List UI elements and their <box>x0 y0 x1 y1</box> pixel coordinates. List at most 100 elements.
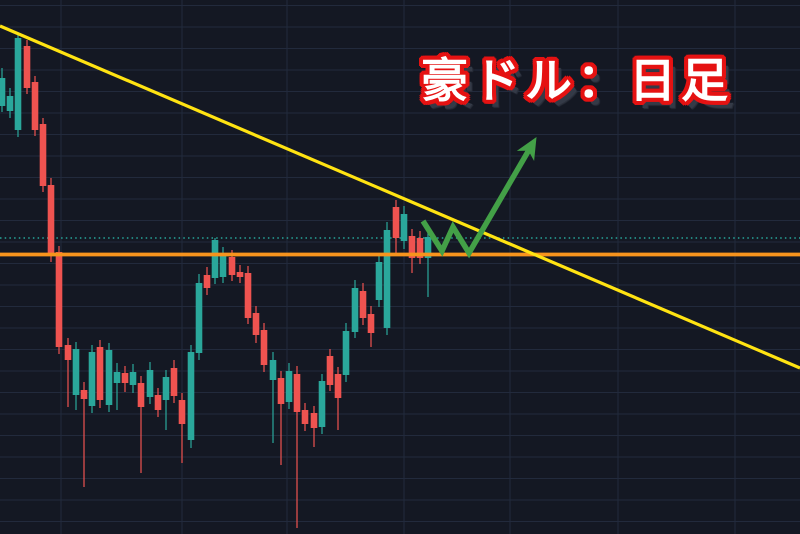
candle <box>318 374 326 434</box>
candle <box>154 388 162 417</box>
candle-body <box>154 395 162 410</box>
candle <box>195 274 203 360</box>
candle <box>129 364 137 393</box>
candle-body <box>187 352 195 440</box>
candle <box>236 265 244 283</box>
candle <box>342 323 350 382</box>
candle-body <box>14 38 22 130</box>
candle <box>301 403 309 431</box>
candle-body <box>326 356 334 385</box>
candle-body <box>121 373 129 383</box>
candle-body <box>80 390 88 399</box>
candle-body <box>269 360 277 380</box>
candle <box>383 222 391 335</box>
candle <box>72 342 80 410</box>
candle <box>400 206 408 249</box>
candle-body <box>408 236 416 258</box>
candle-body <box>260 330 268 365</box>
candle <box>219 247 227 283</box>
candle <box>277 371 285 465</box>
candle <box>23 40 31 94</box>
candle-body <box>6 96 14 111</box>
candle-body <box>0 78 6 106</box>
candle-body <box>146 370 154 397</box>
candle-body <box>367 314 375 333</box>
annotation-lines-layer <box>0 24 800 370</box>
candle-body <box>301 410 309 424</box>
candle <box>121 366 129 392</box>
candle-body <box>162 377 170 400</box>
candle <box>96 340 104 408</box>
candle-body <box>219 255 227 277</box>
candle <box>351 280 359 338</box>
candle-body <box>96 347 104 400</box>
candle <box>252 306 260 343</box>
candle-body <box>72 349 80 395</box>
candle-body <box>39 124 47 186</box>
chart-title: 豪ドル：日足 <box>420 53 733 108</box>
candle-body <box>137 383 145 407</box>
candle-body <box>342 331 350 375</box>
candle-body <box>129 372 137 385</box>
candle <box>88 345 96 413</box>
candle-body <box>424 237 432 258</box>
candle-body <box>277 378 285 404</box>
candles-layer <box>0 33 432 528</box>
candle-body <box>64 345 72 360</box>
candle <box>203 267 211 295</box>
candle <box>285 363 293 409</box>
candle-body <box>211 240 219 278</box>
candle <box>137 376 145 473</box>
candle <box>269 352 277 443</box>
candle <box>105 343 113 412</box>
candle-body <box>88 352 96 406</box>
candle <box>31 76 39 136</box>
candle-body <box>203 275 211 288</box>
candle <box>326 349 334 391</box>
candle-body <box>113 372 121 383</box>
candle-body <box>383 230 391 328</box>
candle-body <box>236 272 244 277</box>
candle <box>359 283 367 325</box>
candle-body <box>334 374 342 398</box>
candle <box>334 367 342 430</box>
candle <box>310 406 318 447</box>
candle-body <box>252 313 260 335</box>
candle-body <box>170 368 178 396</box>
candle-body <box>23 46 31 88</box>
candle-body <box>400 214 408 241</box>
candle-body <box>105 350 113 405</box>
candle-body <box>244 273 252 318</box>
candle <box>178 393 186 463</box>
candle <box>260 323 268 372</box>
candle <box>80 382 88 487</box>
candle <box>64 338 72 407</box>
candle <box>39 118 47 192</box>
candle-body <box>416 238 424 258</box>
candle <box>293 366 301 528</box>
candle <box>187 345 195 448</box>
candle <box>0 68 6 112</box>
candle <box>416 231 424 264</box>
candle-body <box>375 262 383 300</box>
candle <box>424 229 432 297</box>
candle-body <box>228 257 236 275</box>
candle-body <box>195 283 203 353</box>
candle-body <box>55 252 63 347</box>
candle <box>14 33 22 137</box>
candle-body <box>351 288 359 332</box>
candle-body <box>178 400 186 424</box>
candle-body <box>293 374 301 412</box>
candle <box>408 229 416 273</box>
candle <box>6 88 14 118</box>
candle-body <box>47 185 55 256</box>
candle <box>113 363 121 410</box>
candle-body <box>310 413 318 428</box>
candle-body <box>392 207 400 238</box>
projection-arrow <box>420 136 537 259</box>
candle <box>367 306 375 347</box>
candle <box>146 362 154 404</box>
